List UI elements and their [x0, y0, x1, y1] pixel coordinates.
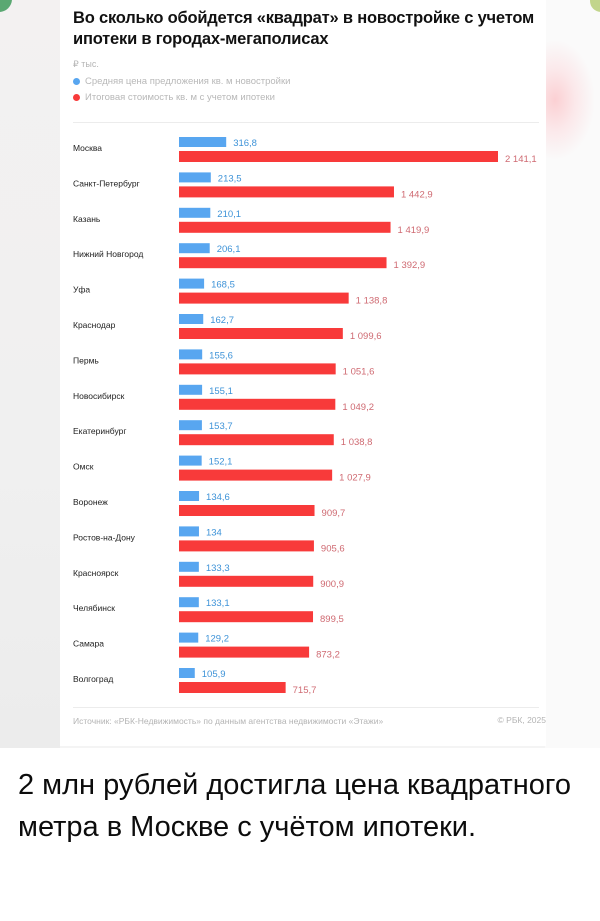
data-label-avg-price: 155,1	[209, 386, 233, 397]
category-label: Омск	[73, 462, 94, 472]
data-label-total-cost: 1 099,6	[350, 331, 382, 342]
bar-total-cost	[179, 328, 343, 339]
bar-total-cost	[179, 292, 349, 304]
data-label-avg-price: 316,8	[233, 138, 257, 149]
bar-avg-price	[179, 455, 202, 466]
category-label: Краснодар	[73, 320, 116, 330]
category-label: Уфа	[73, 285, 90, 295]
legend-item-avg-price: Средняя цена предложения кв. м новострой…	[73, 76, 290, 87]
data-label-avg-price: 162,7	[210, 315, 234, 326]
category-label: Новосибирск	[73, 391, 125, 401]
data-label-avg-price: 105,9	[202, 669, 226, 680]
data-label-avg-price: 153,7	[209, 421, 233, 432]
data-label-total-cost: 873,2	[316, 650, 340, 661]
category-label: Челябинск	[73, 603, 115, 613]
data-label-total-cost: 900,9	[320, 579, 344, 590]
bar-avg-price	[179, 632, 199, 643]
data-label-total-cost: 715,7	[293, 685, 317, 696]
data-label-total-cost: 1 038,8	[341, 437, 373, 448]
bar-total-cost	[179, 646, 310, 658]
bar-total-cost	[179, 363, 336, 375]
category-label: Волгоград	[73, 674, 113, 684]
data-label-total-cost: 1 442,9	[401, 189, 433, 200]
data-label-total-cost: 1 419,9	[398, 225, 430, 236]
data-label-total-cost: 899,5	[320, 614, 344, 625]
unit-label: ₽ тыс.	[73, 59, 99, 69]
bar-avg-price	[179, 491, 200, 501]
copyright: © РБК, 2025	[497, 715, 546, 725]
data-label-avg-price: 134	[206, 527, 222, 538]
data-label-avg-price: 213,5	[218, 173, 242, 184]
background-left-band	[0, 0, 60, 748]
bar-total-cost	[179, 575, 314, 587]
bar-avg-price	[179, 597, 199, 608]
bar-total-cost	[179, 469, 333, 481]
category-label: Казань	[73, 214, 101, 224]
bar-chart: Москва 316,8 2 141,1 Санкт-Петербург 213,5 1 …	[73, 137, 537, 696]
data-label-total-cost: 905,6	[321, 543, 345, 554]
bar-avg-price	[179, 384, 203, 395]
infographic-card: Во сколько обойдется «квадрат» в новостр…	[60, 0, 546, 746]
legend-dot-blue-icon	[73, 78, 80, 85]
data-label-total-cost: 1 049,2	[342, 402, 374, 413]
bar-total-cost	[179, 434, 334, 446]
legend-label: Средняя цена предложения кв. м новострой…	[85, 76, 291, 87]
bar-total-cost	[179, 186, 394, 198]
corner-decoration-right	[590, 0, 600, 12]
bar-avg-price	[179, 526, 199, 537]
bar-total-cost	[179, 398, 336, 410]
data-label-avg-price: 152,1	[209, 457, 233, 468]
legend-item-total-cost: Итоговая стоимость кв. м с учетом ипотек…	[73, 92, 275, 103]
bar-total-cost	[179, 682, 286, 693]
data-label-avg-price: 133,3	[206, 563, 230, 574]
legend-label: Итоговая стоимость кв. м с учетом ипотек…	[85, 92, 275, 103]
data-label-avg-price: 210,1	[217, 209, 241, 220]
divider-bottom	[73, 707, 539, 708]
source-note: Источник: «РБК-Недвижимость» по данным а…	[73, 716, 384, 726]
post-headline: 2 млн рублей достигла цена квадратного м…	[18, 769, 571, 843]
bar-avg-price	[179, 561, 199, 572]
category-label: Нижний Новгород	[73, 249, 143, 259]
bar-total-cost	[179, 540, 314, 552]
bar-avg-price	[179, 420, 202, 431]
divider-top	[73, 122, 539, 123]
bar-total-cost	[179, 505, 315, 516]
legend-dot-red-icon	[73, 94, 80, 101]
bar-total-cost	[179, 257, 387, 269]
data-label-total-cost: 1 051,6	[343, 366, 375, 377]
bar-avg-price	[179, 172, 211, 183]
data-label-total-cost: 2 141,1	[505, 154, 537, 165]
bar-total-cost	[179, 221, 391, 233]
category-label: Санкт-Петербург	[73, 178, 140, 188]
data-label-avg-price: 129,2	[205, 634, 229, 645]
data-label-total-cost: 1 392,9	[394, 260, 426, 271]
category-label: Пермь	[73, 355, 99, 365]
bar-avg-price	[179, 243, 210, 254]
category-label: Екатеринбург	[73, 426, 126, 436]
bar-total-cost	[179, 611, 314, 623]
background-right-band	[545, 0, 600, 748]
category-label: Самара	[73, 639, 104, 649]
data-label-avg-price: 134,6	[206, 492, 230, 503]
data-label-avg-price: 168,5	[211, 280, 235, 291]
bar-avg-price	[179, 207, 211, 218]
data-label-total-cost: 1 138,8	[356, 296, 388, 307]
category-label: Москва	[73, 143, 102, 153]
category-label: Ростов-на-Дону	[73, 532, 136, 542]
data-label-avg-price: 206,1	[217, 244, 241, 255]
data-label-avg-price: 155,6	[209, 350, 233, 361]
bar-avg-price	[179, 278, 205, 289]
data-label-total-cost: 909,7	[322, 508, 346, 519]
bar-total-cost	[179, 151, 498, 162]
category-label: Воронеж	[73, 497, 108, 507]
bar-avg-price	[179, 668, 195, 678]
chart-title: Во сколько обойдется «квадрат» в новостр…	[73, 9, 535, 48]
category-label: Красноярск	[73, 568, 119, 578]
bar-avg-price	[179, 314, 204, 324]
bar-avg-price	[179, 349, 203, 360]
data-label-avg-price: 133,1	[206, 598, 230, 609]
bar-avg-price	[179, 137, 227, 147]
data-label-total-cost: 1 027,9	[339, 473, 371, 484]
